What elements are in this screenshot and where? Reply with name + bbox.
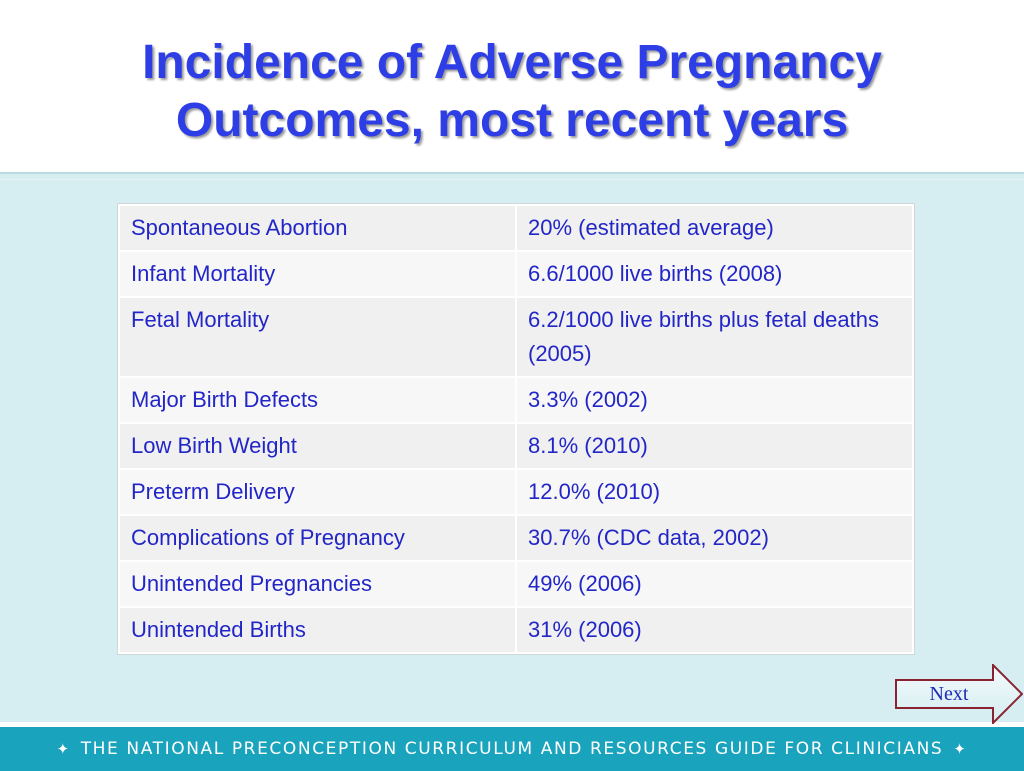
table-row: Unintended Pregnancies 49% (2006) bbox=[118, 560, 914, 608]
table-cell-outcome: Low Birth Weight bbox=[118, 422, 517, 470]
table-cell-outcome: Major Birth Defects bbox=[118, 376, 517, 424]
table-row: Unintended Births 31% (2006) bbox=[118, 606, 914, 654]
table-cell-incidence: 6.2/1000 live births plus fetal deaths (… bbox=[515, 296, 914, 378]
star-icon: ✦ bbox=[56, 740, 71, 758]
table-cell-outcome: Unintended Births bbox=[118, 606, 517, 654]
arrow-right-icon bbox=[895, 664, 1023, 724]
slide-title-line-2: Outcomes, most recent years bbox=[175, 94, 849, 147]
table-row: Low Birth Weight 8.1% (2010) bbox=[118, 422, 914, 470]
table-row: Major Birth Defects 3.3% (2002) bbox=[118, 376, 914, 424]
table-row: Complications of Pregnancy 30.7% (CDC da… bbox=[118, 514, 914, 562]
footer-banner: ✦ THE NATIONAL PRECONCEPTION CURRICULUM A… bbox=[0, 724, 1024, 771]
table-cell-outcome: Fetal Mortality bbox=[118, 296, 517, 378]
table-row: Spontaneous Abortion 20% (estimated aver… bbox=[118, 204, 914, 252]
table-cell-incidence: 49% (2006) bbox=[515, 560, 914, 608]
table-cell-outcome: Infant Mortality bbox=[118, 250, 517, 298]
table-cell-incidence: 6.6/1000 live births (2008) bbox=[515, 250, 914, 298]
next-button[interactable]: Next bbox=[895, 664, 1023, 724]
next-label: Next bbox=[929, 683, 969, 705]
title-area: Incidence of Adverse Pregnancy Outcomes,… bbox=[0, 0, 1024, 172]
table-cell-incidence: 31% (2006) bbox=[515, 606, 914, 654]
table-row: Infant Mortality 6.6/1000 live births (2… bbox=[118, 250, 914, 298]
band-divider bbox=[0, 179, 1024, 180]
table-cell-incidence: 20% (estimated average) bbox=[515, 204, 914, 252]
table-cell-outcome: Complications of Pregnancy bbox=[118, 514, 517, 562]
star-icon: ✦ bbox=[953, 740, 968, 758]
table-cell-incidence: 12.0% (2010) bbox=[515, 468, 914, 516]
table-cell-incidence: 3.3% (2002) bbox=[515, 376, 914, 424]
table-row: Preterm Delivery 12.0% (2010) bbox=[118, 468, 914, 516]
table-cell-outcome: Unintended Pregnancies bbox=[118, 560, 517, 608]
footer-text: ✦ THE NATIONAL PRECONCEPTION CURRICULUM A… bbox=[0, 739, 1024, 759]
table-cell-outcome: Preterm Delivery bbox=[118, 468, 517, 516]
table-cell-incidence: 30.7% (CDC data, 2002) bbox=[515, 514, 914, 562]
outcomes-table: Spontaneous Abortion 20% (estimated aver… bbox=[117, 203, 915, 655]
table-row: Fetal Mortality 6.2/1000 live births plu… bbox=[118, 296, 914, 378]
slide-title-line-1: Incidence of Adverse Pregnancy bbox=[142, 36, 882, 89]
table-cell-outcome: Spontaneous Abortion bbox=[118, 204, 517, 252]
table-cell-incidence: 8.1% (2010) bbox=[515, 422, 914, 470]
slide-title: Incidence of Adverse Pregnancy Outcomes,… bbox=[0, 34, 1024, 150]
footer-title: THE NATIONAL PRECONCEPTION CURRICULUM AN… bbox=[80, 739, 944, 759]
